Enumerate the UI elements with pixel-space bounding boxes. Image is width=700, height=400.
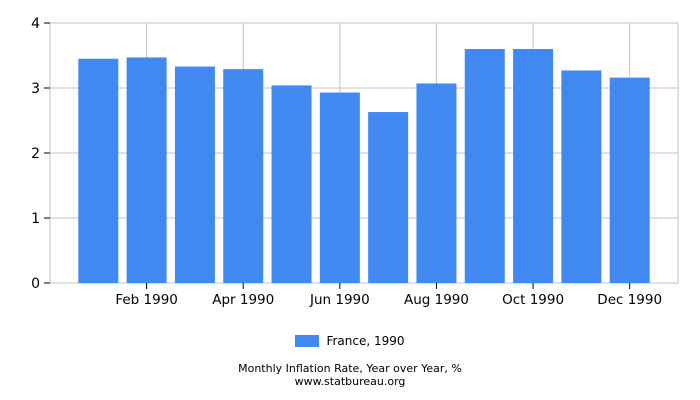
y-tick-label: 2	[31, 146, 40, 162]
bar-may-1990	[271, 85, 312, 284]
chart-source-url: www.statbureau.org	[294, 374, 406, 388]
chart-title: Monthly Inflation Rate, Year over Year, …	[238, 362, 462, 375]
x-tick-label: Oct 1990	[502, 292, 564, 308]
bar-jan-1990	[78, 58, 119, 283]
x-tick-label: Aug 1990	[404, 292, 469, 308]
bar-jun-1990	[319, 92, 360, 283]
legend-label: France, 1990	[326, 334, 405, 348]
bar-sep-1990	[464, 49, 505, 283]
bar-aug-1990	[416, 83, 457, 283]
x-tick-label: Apr 1990	[212, 292, 274, 308]
chart-title-block: Monthly Inflation Rate, Year over Year, …	[0, 362, 700, 388]
legend-swatch-icon	[295, 335, 320, 347]
bar-feb-1990	[126, 57, 167, 284]
y-tick-label: 1	[31, 211, 40, 227]
x-tick-label: Jun 1990	[309, 292, 370, 308]
bar-apr-1990	[223, 69, 264, 284]
bar-oct-1990	[513, 49, 554, 283]
bar-mar-1990	[174, 66, 215, 283]
y-tick-label: 0	[31, 276, 40, 292]
y-tick-label: 3	[31, 81, 40, 97]
x-tick-label: Feb 1990	[115, 292, 178, 308]
x-tick-label: Dec 1990	[597, 292, 662, 308]
bar-dec-1990	[609, 77, 650, 283]
legend: France, 1990	[0, 334, 700, 348]
bar-nov-1990	[561, 70, 602, 283]
bar-jul-1990	[368, 112, 409, 283]
y-tick-label: 4	[31, 16, 40, 32]
